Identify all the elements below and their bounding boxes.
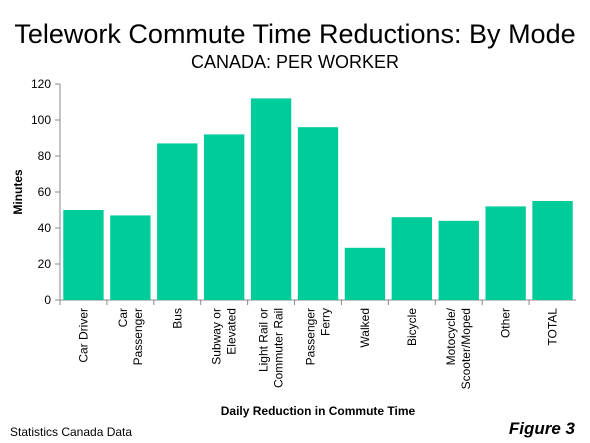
x-tick-label: Other (499, 308, 513, 338)
x-tick-label: Motocycle/Scooter/Moped (444, 307, 473, 389)
bar (344, 247, 386, 300)
x-axis-title: Daily Reduction in Commute Time (221, 404, 416, 418)
x-tick-label: Bicycle (405, 308, 419, 346)
chart-title: Telework Commute Time Reductions: By Mod… (14, 19, 575, 49)
x-tick-label: Car Driver (76, 308, 90, 363)
figure-label: Figure 3 (509, 419, 576, 438)
bar (391, 217, 432, 300)
y-tick-label: 120 (31, 77, 51, 91)
x-tick-label: Walked (358, 308, 372, 348)
y-tick-label: 0 (44, 293, 51, 307)
bar (532, 201, 573, 300)
x-tick-label: Bus (170, 308, 184, 329)
bar (485, 206, 526, 300)
chart-subtitle: CANADA: PER WORKER (191, 52, 399, 72)
bar (438, 220, 479, 300)
y-tick-label: 80 (38, 149, 52, 163)
x-tick-label: PassengerFerry (304, 308, 333, 365)
y-axis-title: Minutes (11, 169, 25, 215)
x-tick-label: Subway orElevated (210, 308, 239, 365)
bar (250, 98, 292, 301)
y-tick-label: 100 (31, 113, 51, 127)
x-tick-label: TOTAL (546, 308, 560, 346)
bar (297, 127, 339, 300)
bar (63, 210, 104, 300)
bar (110, 215, 151, 300)
y-tick-label: 40 (38, 221, 52, 235)
y-tick-label: 20 (38, 257, 52, 271)
source-note: Statistics Canada Data (10, 425, 132, 439)
bar (204, 134, 245, 300)
y-tick-label: 60 (38, 185, 52, 199)
x-tick-label: CarPassenger (116, 308, 145, 365)
x-tick-label: Light Rail orCommuter Rail (257, 308, 286, 388)
bar (157, 143, 198, 300)
